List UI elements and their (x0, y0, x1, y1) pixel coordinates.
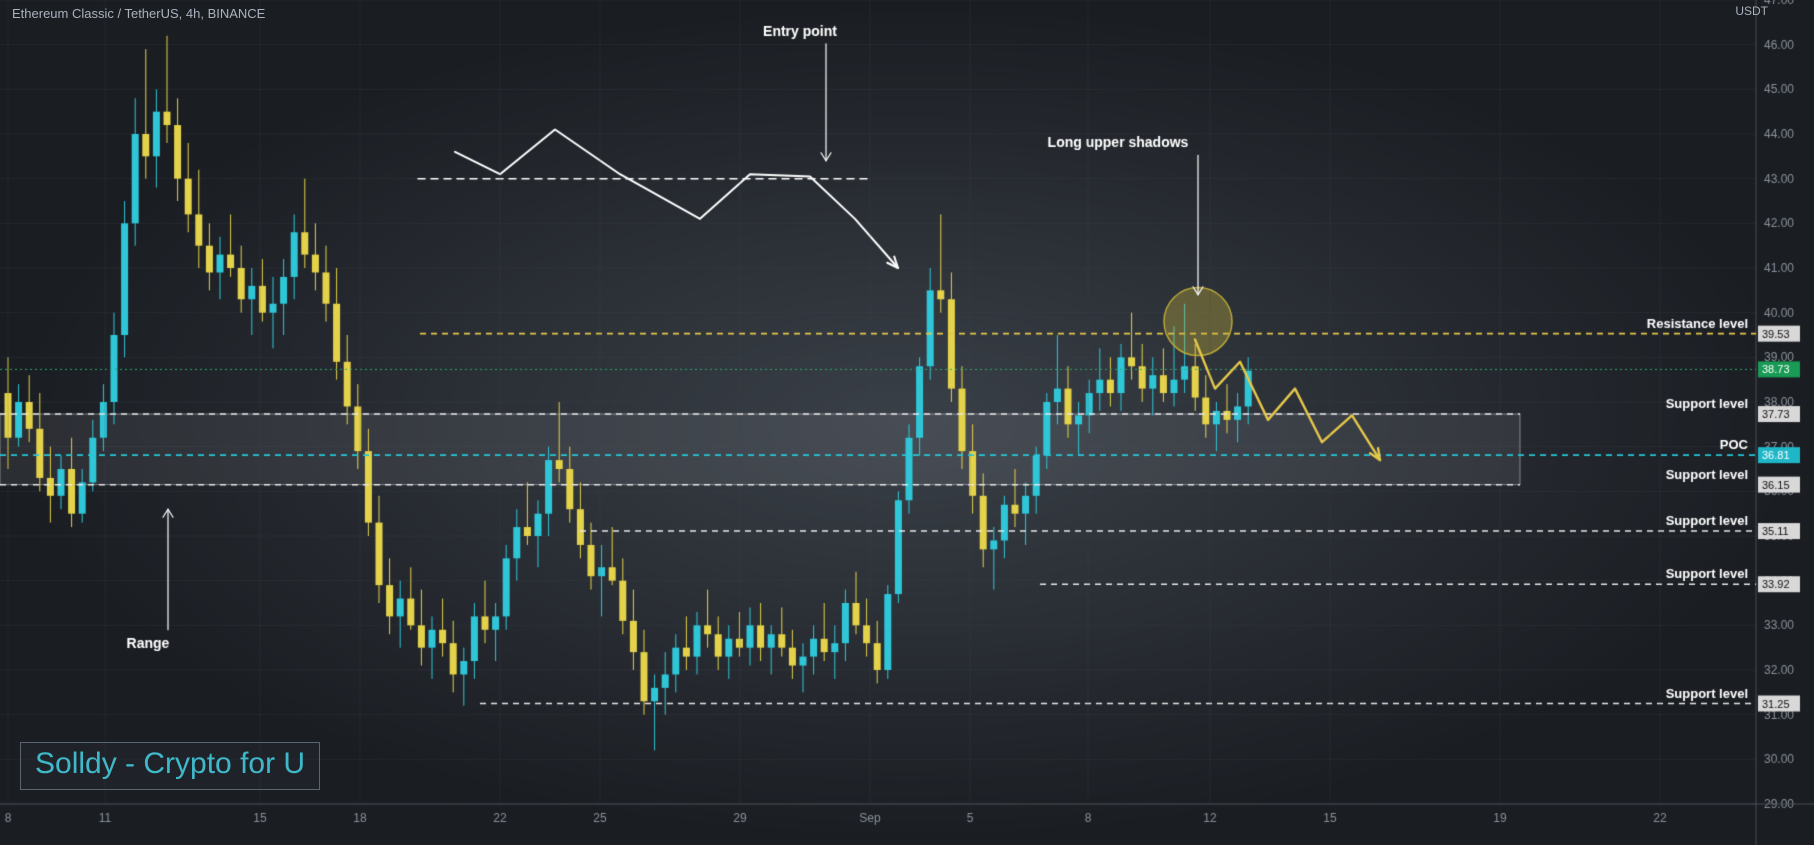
price-chart[interactable] (0, 0, 1814, 845)
watermark: Solldy - Crypto for U (20, 742, 320, 790)
ticker-label: Ethereum Classic / TetherUS, 4h, BINANCE (12, 6, 265, 21)
currency-label: USDT (1735, 4, 1768, 18)
